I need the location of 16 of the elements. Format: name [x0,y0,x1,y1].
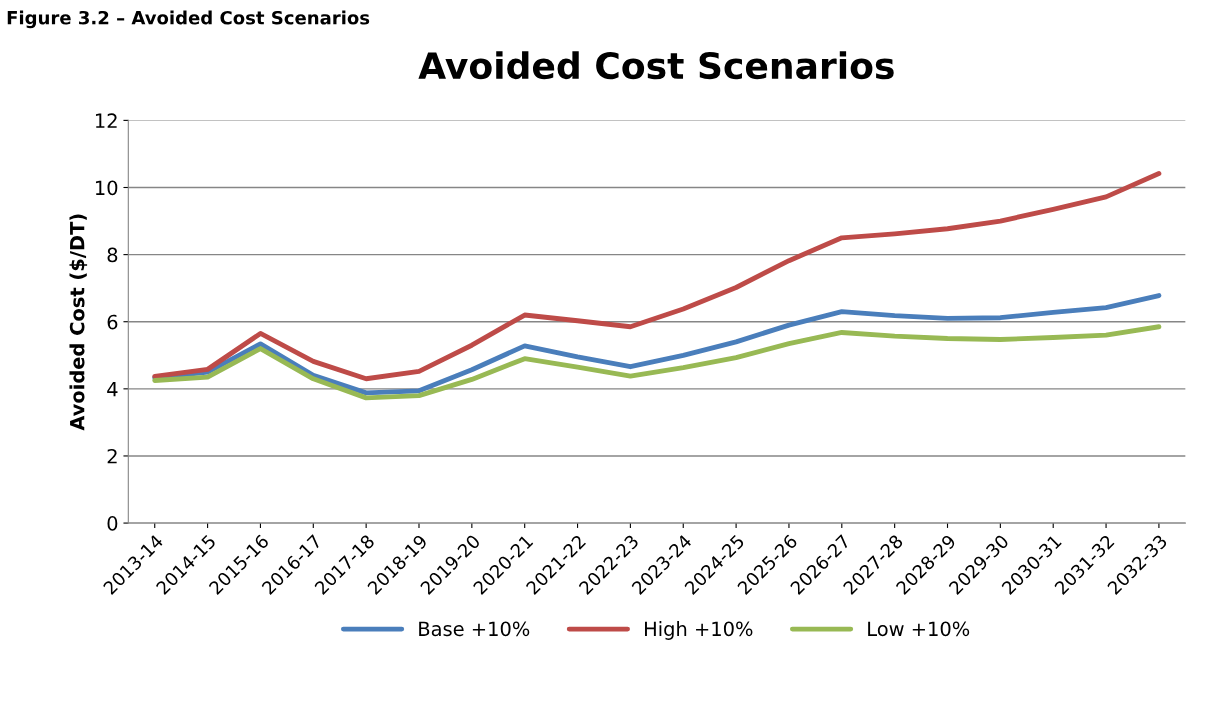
y-axis-title: Avoided Cost ($/DT) [69,214,88,431]
y-tick-label: 2 [107,448,117,464]
legend-label: High +10% [645,621,753,640]
y-tick-label: 0 [107,516,118,531]
legend-label: Low +10% [868,621,970,637]
caption: Figure 3.2 – Avoided Cost Scenarios [7,10,370,29]
legend-label: Base +10% [419,621,530,637]
line-series [152,324,1162,401]
chart-title: Avoided Cost Scenarios [418,51,894,80]
y-tick-label: 12 [95,113,117,128]
line-series [152,293,1162,396]
line-series [152,170,1162,382]
y-tick-label: 8 [107,247,118,263]
y-tick-label: 4 [107,382,118,397]
y-tick-label: 6 [107,314,118,330]
y-tick-label: 10 [95,180,118,196]
